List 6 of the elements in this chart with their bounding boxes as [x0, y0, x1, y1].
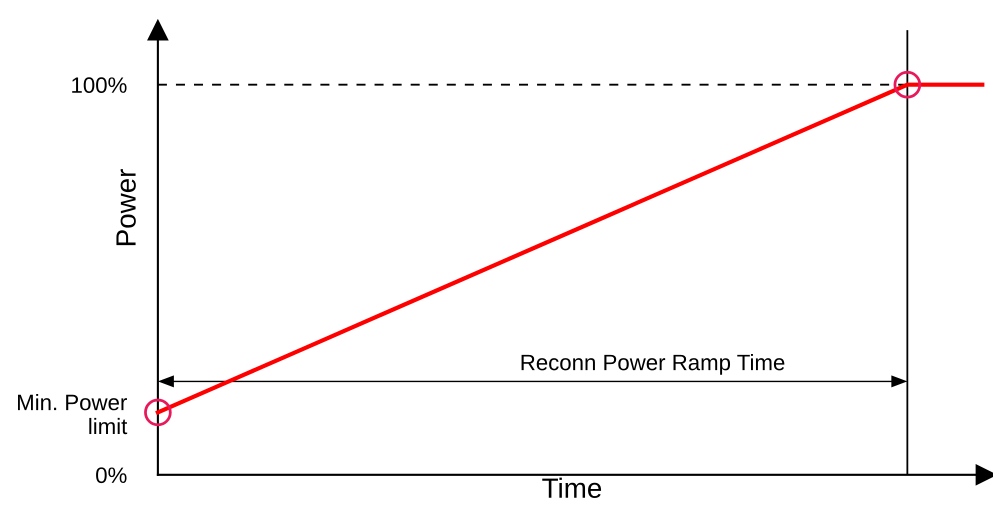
annotation: Reconn Power Ramp Time: [522, 354, 784, 375]
x-axis-title: Time: [542, 478, 602, 498]
y-tick-label: Min. Power limit: [18, 394, 128, 434]
y-tick-label: 0%: [96, 467, 127, 484]
y-tick-label: 100%: [72, 77, 127, 93]
y-axis-title: Power: [116, 169, 136, 246]
